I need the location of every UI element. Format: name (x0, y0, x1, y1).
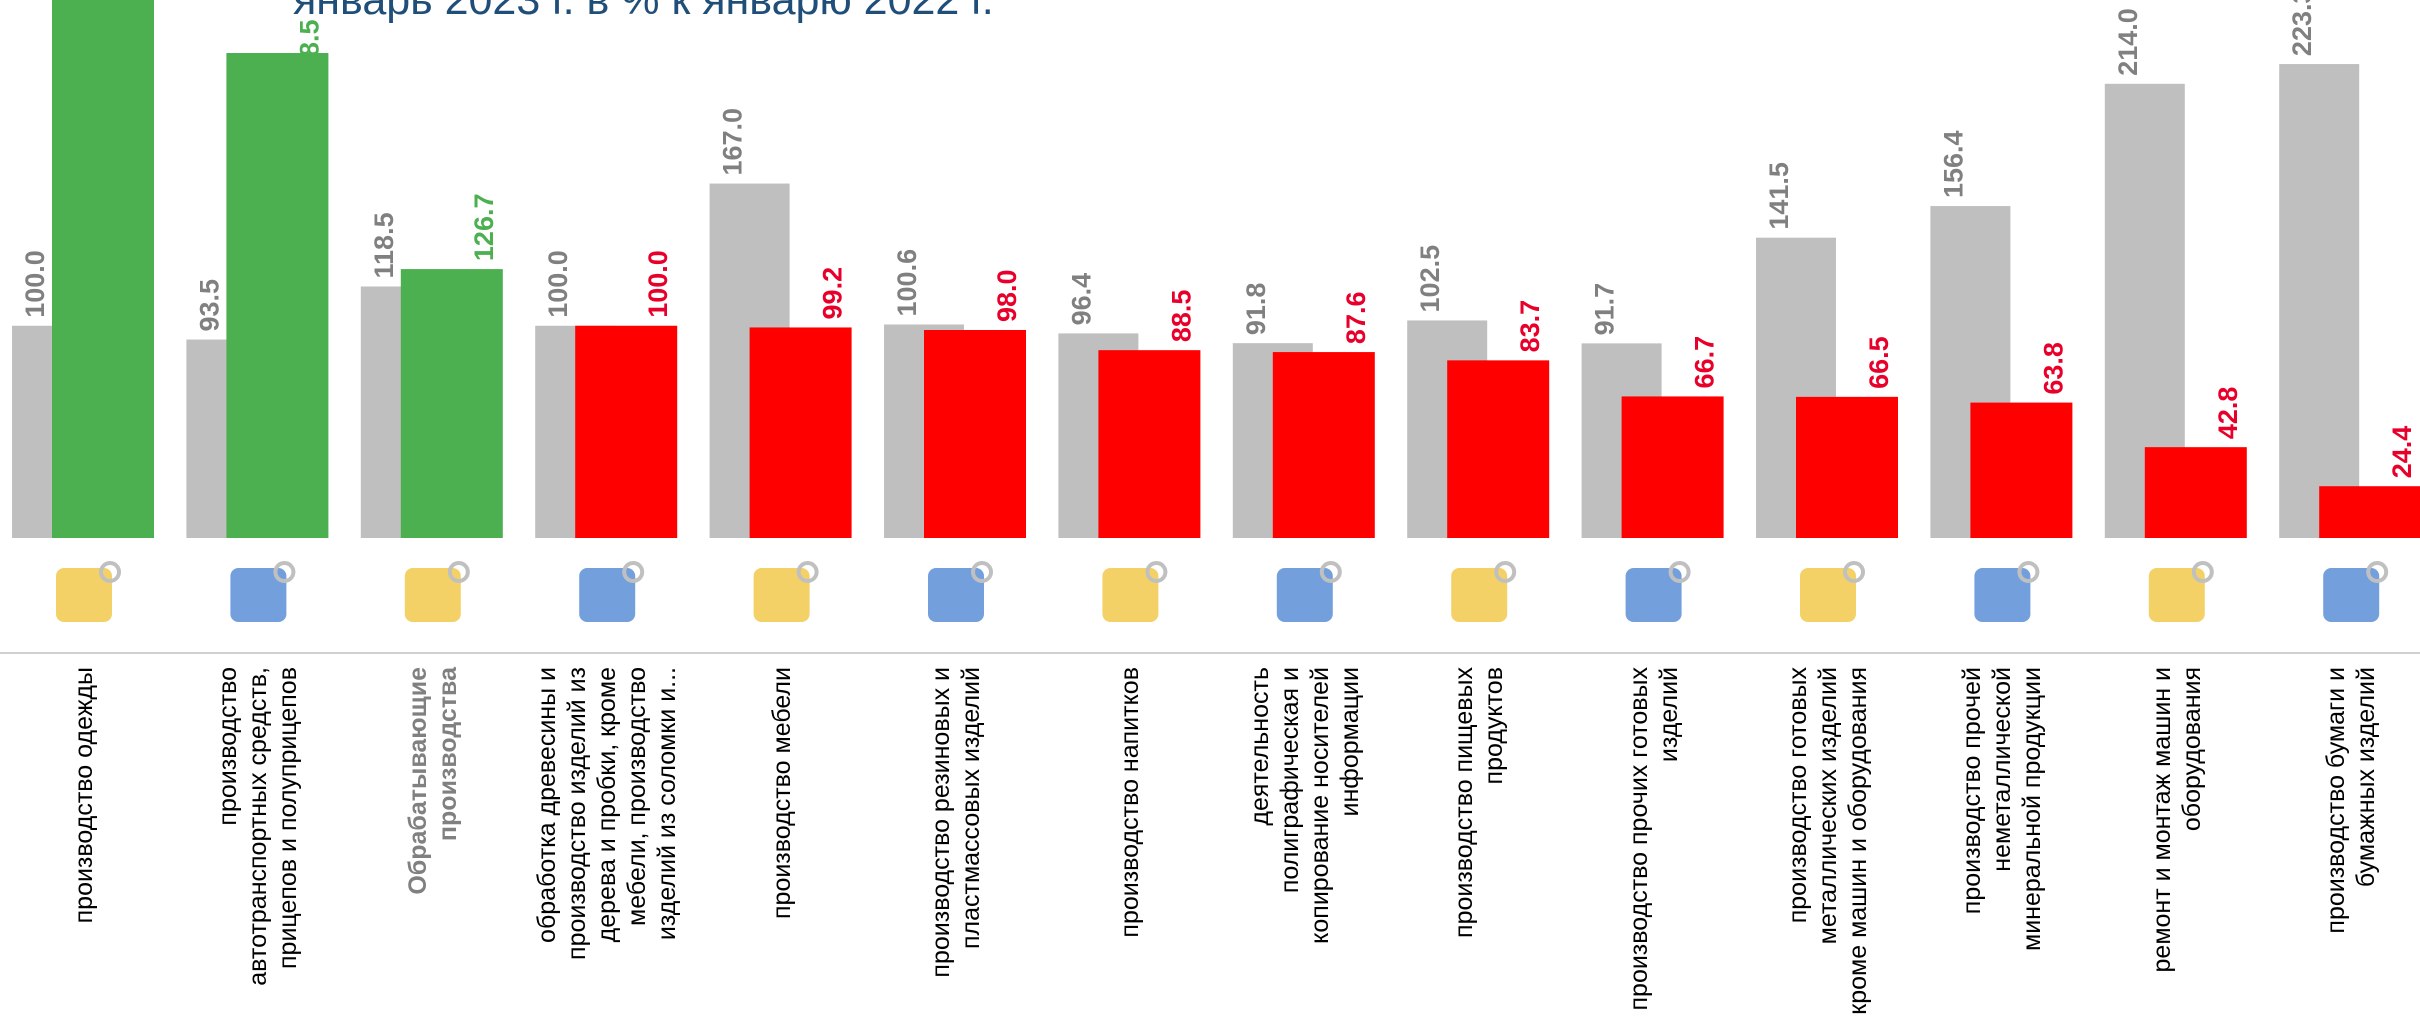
icon-gear (2366, 561, 2389, 583)
icon (230, 568, 287, 622)
value-label: 100.6 (892, 249, 922, 317)
icon (2323, 568, 2380, 622)
bar (52, 0, 154, 538)
value-label: 24.4 (2387, 426, 2417, 479)
value-label: 126.7 (469, 194, 499, 262)
value-label: 141.5 (1764, 162, 1794, 230)
bar (400, 269, 503, 538)
icon (56, 568, 112, 622)
icon (1451, 568, 1508, 622)
icon-gear (1668, 561, 1691, 583)
icons (56, 561, 2389, 622)
value-label: 42.8 (2213, 387, 2243, 440)
bar (226, 53, 329, 538)
icon (579, 568, 636, 622)
value-label: 98.0 (992, 269, 1022, 322)
category-label: производство готовых металлических издел… (1784, 667, 1872, 1015)
bar (924, 330, 1026, 538)
icon-gear (796, 561, 819, 583)
value-label: 83.7 (1515, 300, 1545, 353)
value-label: 66.7 (1690, 336, 1720, 389)
category-label: Обрабатывающие производства (403, 667, 462, 895)
bar (2279, 64, 2360, 538)
chart-title: январь 2023 г. в % к январю 2022 г. (293, 0, 994, 24)
value-label: 156.4 (1938, 130, 1968, 198)
icon (1625, 568, 1682, 622)
value-label: 91.8 (1241, 283, 1271, 336)
category-label: обработка древесины и производство издел… (533, 667, 682, 960)
value-label: 63.8 (2038, 342, 2068, 395)
category-label: производство бумаги и бумажных изделий (2322, 667, 2381, 934)
value-label: 118.5 (369, 212, 399, 278)
category-label: деятельность полиграфическая и копирован… (1245, 667, 1364, 944)
category-label: производство одежды (70, 667, 98, 924)
icon (1276, 568, 1333, 622)
value-label: 100.0 (643, 250, 673, 318)
value-label: 66.5 (1864, 336, 1894, 389)
icon-gear (2191, 561, 2214, 583)
value-label: 96.4 (1066, 273, 1096, 326)
value-label: 99.2 (818, 267, 848, 320)
icon-gear (273, 561, 296, 583)
icon (1102, 568, 1159, 622)
icon-gear (622, 561, 645, 583)
category-label: производство прочей неметаллической мине… (1958, 667, 2047, 951)
category-label: производство пищевых продуктов (1450, 667, 1509, 938)
plot-area (12, 0, 2420, 538)
value-label: 91.7 (1590, 283, 1620, 336)
icon-gear (99, 561, 121, 583)
icon (1800, 568, 1856, 622)
value-label: 100.0 (543, 250, 573, 318)
bar (1970, 402, 2073, 538)
bar (575, 325, 678, 538)
bar (1621, 396, 1724, 538)
value-label: 87.6 (1341, 292, 1371, 345)
value-label: 167.0 (718, 108, 748, 176)
value-label: 93.5 (194, 279, 224, 332)
icon-gear (447, 561, 470, 583)
bar (1796, 396, 1898, 538)
category-label: производство прочих готовых изделий (1624, 667, 1683, 1011)
icon-gear (1843, 561, 1865, 583)
category-label: производство напитков (1116, 667, 1145, 938)
icon-gear (971, 561, 993, 583)
category-label: производство автотранспортных средств, п… (214, 667, 303, 986)
icon-gear (2017, 561, 2040, 583)
value-label: 214.0 (2113, 8, 2143, 76)
icon (1974, 568, 2031, 622)
bar (1098, 350, 1201, 538)
value-label: 223.3 (2287, 0, 2317, 56)
icon (404, 568, 461, 622)
icon (753, 568, 810, 622)
value-label: 88.5 (1166, 290, 1196, 343)
value-label: 406.5 (120, 19, 150, 87)
icon-gear (1319, 561, 1342, 583)
icon (2148, 568, 2205, 622)
value-label: 228.5 (294, 19, 324, 87)
category-label: ремонт и монтаж машин и оборудования (2147, 667, 2206, 973)
bar (2319, 486, 2420, 538)
category-label: производство резиновых и пластмассовых и… (927, 667, 985, 978)
value-label: 102.5 (1415, 245, 1445, 313)
bar (749, 327, 852, 538)
value-label: 100.0 (20, 250, 50, 318)
icon-gear (1145, 561, 1168, 583)
bar (1447, 360, 1550, 538)
icon-gear (1494, 561, 1517, 583)
bar (1272, 352, 1375, 538)
bar (2144, 447, 2247, 538)
icon (928, 568, 984, 622)
category-label: производство мебели (767, 667, 796, 919)
